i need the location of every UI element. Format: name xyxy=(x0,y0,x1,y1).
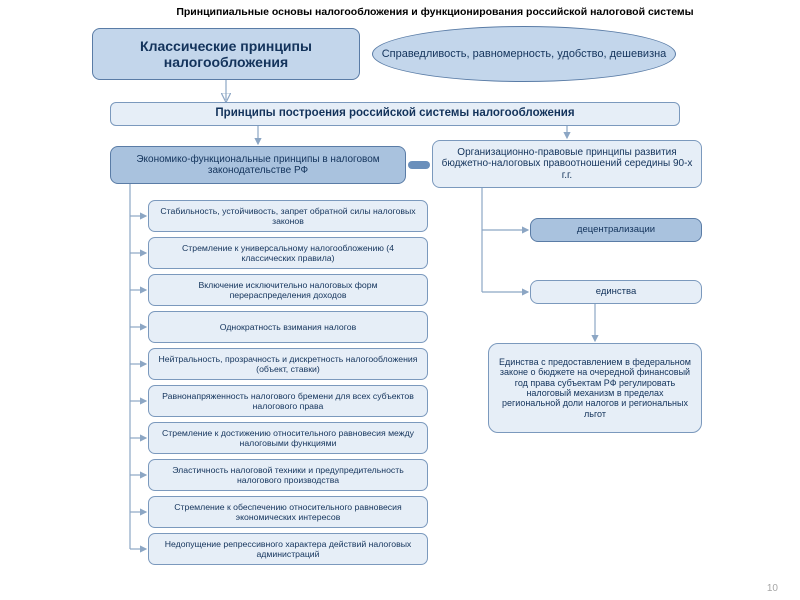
page-title: Принципиальные основы налогообложения и … xyxy=(100,6,770,18)
left-item-2: Стремление к универсальному налогообложе… xyxy=(148,237,428,269)
left-item-4: Однократность взимания налогов xyxy=(148,311,428,343)
right-sub-unity: единства xyxy=(530,280,702,304)
right-sub-decentralization: децентрализации xyxy=(530,218,702,242)
right-branch-box: Организационно-правовые принципы развити… xyxy=(432,140,702,188)
page-number: 10 xyxy=(767,583,778,594)
left-item-10: Недопущение репрессивного характера дейс… xyxy=(148,533,428,565)
right-detail-box: Единства с предоставлением в федеральном… xyxy=(488,343,702,433)
left-item-9: Стремление к обеспечению относительного … xyxy=(148,496,428,528)
left-item-1: Стабильность, устойчивость, запрет обрат… xyxy=(148,200,428,232)
principles-bar: Принципы построения российской системы н… xyxy=(110,102,680,126)
left-item-5: Нейтральность, прозрачность и дискретнос… xyxy=(148,348,428,380)
classic-principles-box: Классические принципы налогообложения xyxy=(92,28,360,80)
classic-qualities-ellipse: Справедливость, равномерность, удобство,… xyxy=(372,26,676,82)
left-item-6: Равнонапряженность налогового бремени дл… xyxy=(148,385,428,417)
left-item-8: Эластичность налоговой техники и предупр… xyxy=(148,459,428,491)
left-item-7: Стремление к достижению относительного р… xyxy=(148,422,428,454)
left-item-3: Включение исключительно налоговых форм п… xyxy=(148,274,428,306)
left-branch-box: Экономико-функциональные принципы в нало… xyxy=(110,146,406,184)
